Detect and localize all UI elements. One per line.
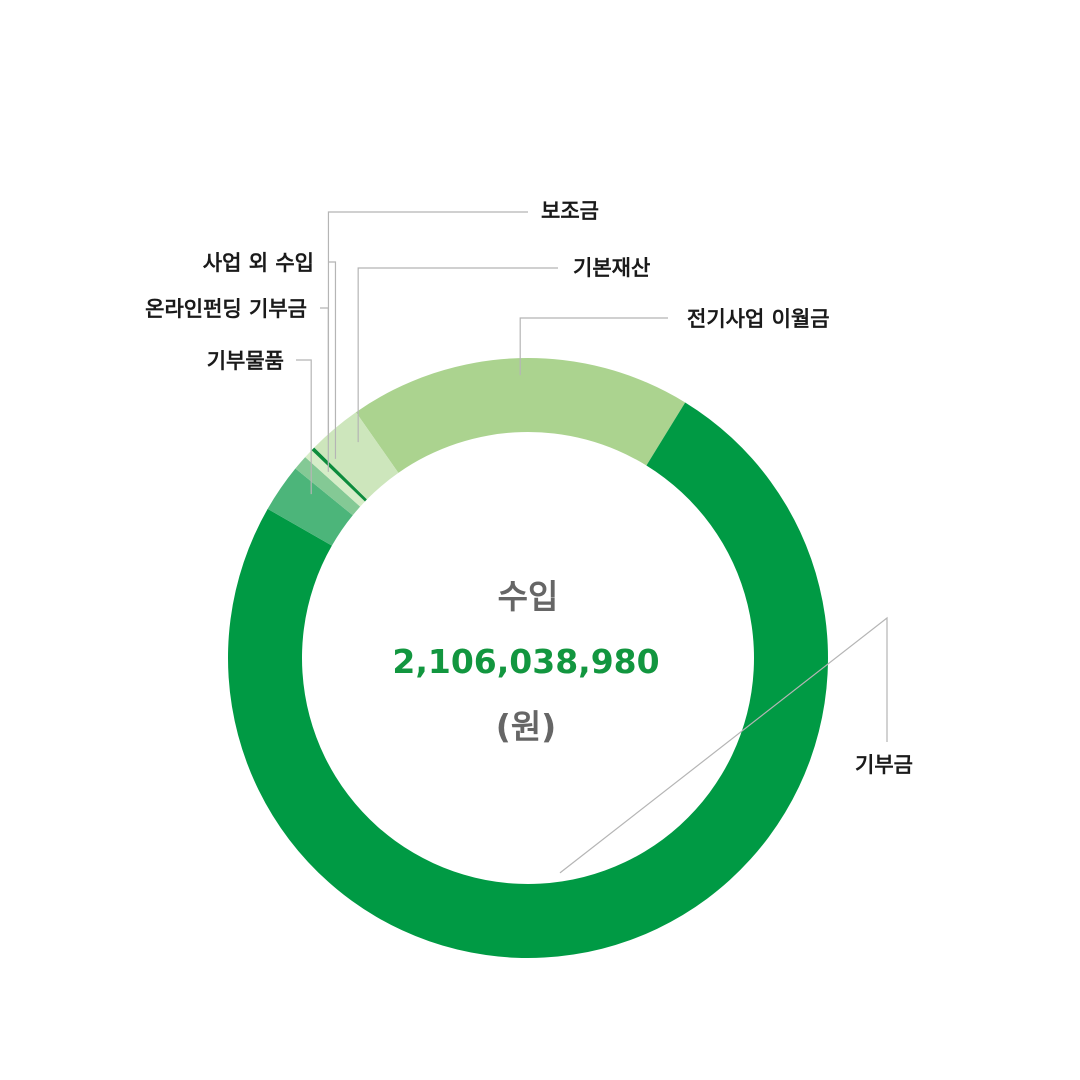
slice-label-2: 기부금	[855, 753, 913, 777]
leader-lines	[296, 211, 888, 874]
center-value: 2,106,038,980	[392, 642, 659, 681]
slice-5	[305, 450, 365, 507]
leader-line-2	[559, 616, 888, 874]
slice-label-7: 기본재산	[573, 256, 650, 280]
leader-line-7	[357, 267, 558, 443]
leader-line-6	[327, 211, 528, 440]
slice-label-4: 온라인펀딩 기부금	[145, 297, 307, 321]
slice-label-5: 사업 외 수입	[203, 251, 314, 275]
leader-line-3	[296, 359, 312, 495]
center-unit: (원)	[496, 707, 557, 746]
slice-3	[267, 468, 353, 546]
slice-label-1: 전기사업 이월금	[687, 307, 830, 331]
leader-line-1	[519, 317, 668, 376]
slice-label-6: 보조금	[541, 199, 599, 223]
slice-label-3: 기부물품	[207, 349, 284, 373]
center-title: 수입	[498, 577, 559, 616]
leader-line-5	[328, 261, 337, 459]
slice-1	[355, 358, 686, 473]
slice-6	[311, 447, 367, 502]
